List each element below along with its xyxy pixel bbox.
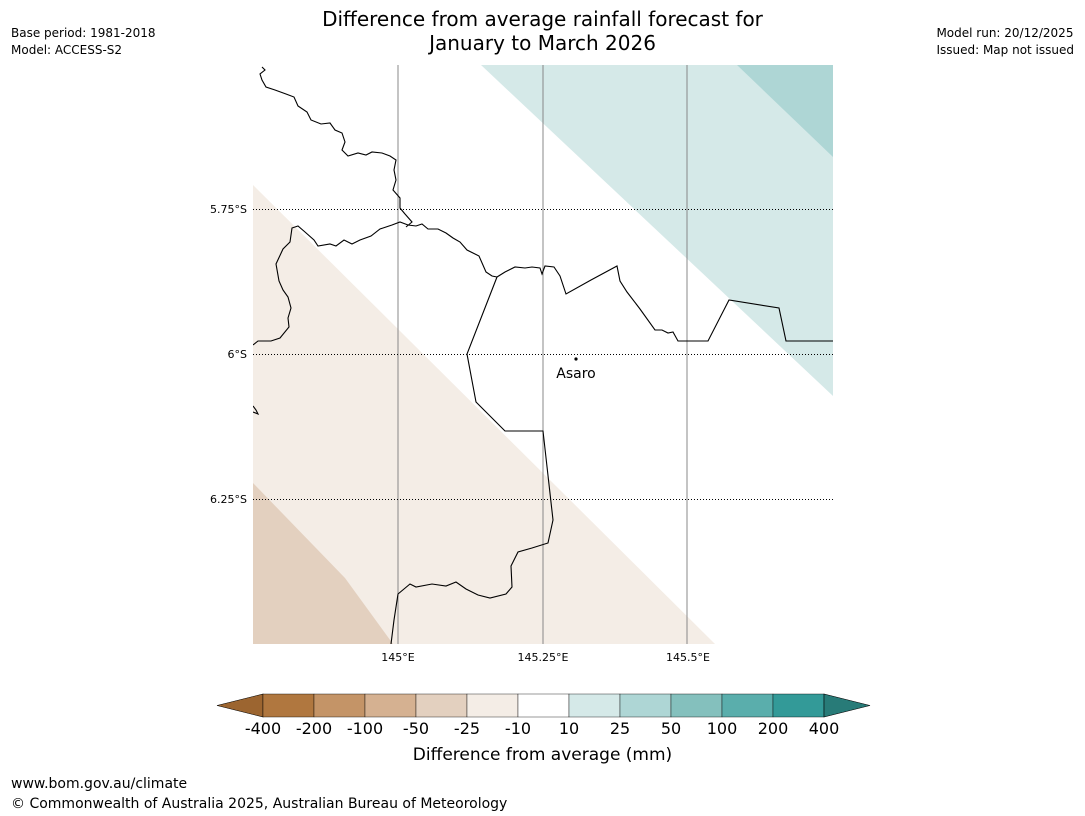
lon-label-145-5e: 145.5°E [666,651,710,664]
colorbar-tick-label: -50 [403,719,429,738]
map-area [253,65,833,644]
colorbar-ticks: -400 -200 -100 -50 -25 -10 10 25 50 100 200 400 [245,719,839,738]
model-run-text: Model run: 20/12/2025 [936,26,1074,40]
colorbar-tick-label: 10 [559,719,579,738]
colorbar-swatch [517,693,570,718]
colorbar-arrow-high [823,693,871,718]
colorbar-tick-label: 25 [610,719,630,738]
colorbar-tick-label: 200 [758,719,789,738]
colorbar-swatch [262,693,315,718]
colorbar-swatches [216,693,871,718]
band-minus-25-to-minus-50 [253,483,393,644]
model-text: Model: ACCESS-S2 [11,43,123,57]
colorbar-swatch [670,693,723,718]
colorbar-swatch [466,693,519,718]
colorbar-swatch [415,693,468,718]
band-minus-10-to-minus-25 [253,185,715,644]
asaro-marker [574,357,578,361]
colorbar-tick-label: -10 [505,719,531,738]
colorbar-tick-label: -25 [454,719,480,738]
colorbar-swatch [772,693,825,718]
map-title: Difference from average rainfall forecas… [230,7,855,55]
colorbar-swatch [313,693,366,718]
issued-text: Issued: Map not issued [936,43,1074,57]
band-10-to-25 [481,65,833,396]
boundary-north [259,66,413,228]
boundary-south [390,276,554,644]
boundary-east [496,265,833,342]
lat-label-6s: 6°S [228,348,247,361]
forecast-map: Asaro 5.75°S 6°S 6.25°S 145°E 145.25°E 1… [210,65,833,664]
metadata-left: Base period: 1981-2018 Model: ACCESS-S2 [11,25,156,59]
lon-label-145-25e: 145.25°E [518,651,569,664]
boundary-fragment [253,405,260,416]
colorbar: -400 -200 -100 -50 -25 -10 10 25 50 100 200 400 [216,693,871,738]
colorbar-tick-label: -400 [245,719,281,738]
footer: www.bom.gov.au/climate © Commonwealth of… [11,774,507,814]
metadata-right: Model run: 20/12/2025 Issued: Map not is… [936,25,1074,59]
colorbar-swatch [568,693,621,718]
asaro-label: Asaro [556,366,595,382]
colorbar-arrow-low [216,693,264,718]
lat-label-5-75s: 5.75°S [210,203,247,216]
colorbar-tick-label: 100 [707,719,738,738]
lon-label-145e: 145°E [381,651,414,664]
boundary-west-loop [253,221,498,346]
colorbar-tick-label: 400 [809,719,840,738]
colorbar-tick-label: 50 [661,719,681,738]
footer-copyright: © Commonwealth of Australia 2025, Austra… [11,796,508,812]
colorbar-swatch [364,693,417,718]
base-period-text: Base period: 1981-2018 [11,26,156,40]
colorbar-swatch [619,693,672,718]
colorbar-tick-label: -100 [347,719,383,738]
footer-url: www.bom.gov.au/climate [11,776,188,792]
title-line-1: Difference from average rainfall forecas… [322,7,763,31]
lat-label-6-25s: 6.25°S [210,493,247,506]
colorbar-swatch [721,693,774,718]
band-25-to-50 [737,65,833,157]
colorbar-tick-label: -200 [296,719,332,738]
title-line-2: January to March 2026 [429,31,656,55]
colorbar-title: Difference from average (mm) [412,745,673,765]
